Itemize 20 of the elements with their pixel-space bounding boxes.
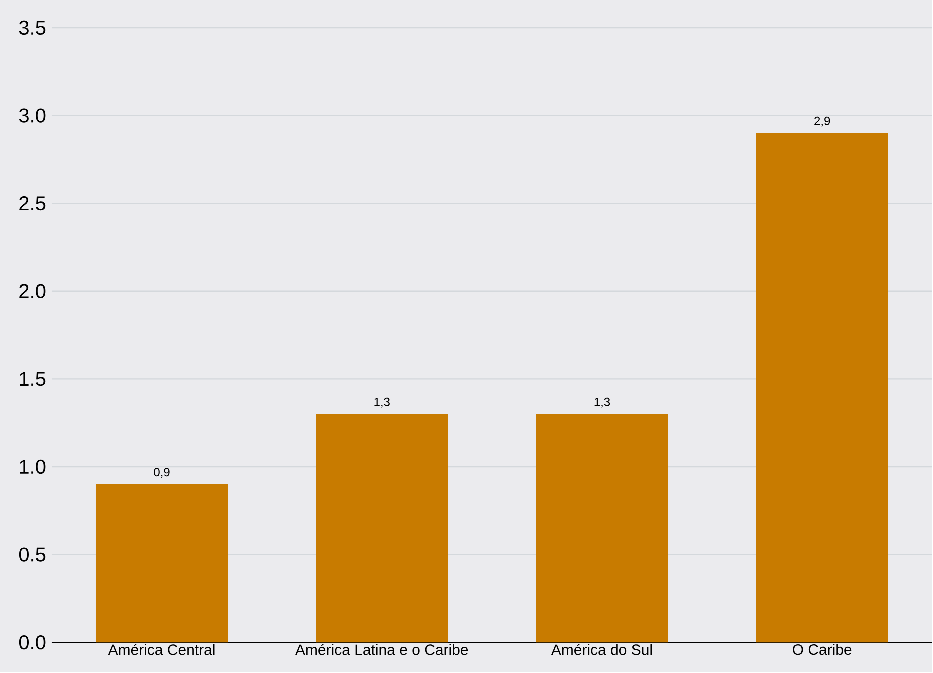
bar — [96, 484, 228, 643]
y-tick-label: 3.5 — [19, 21, 46, 36]
data-label: 2,9 — [814, 117, 830, 128]
y-tick-label: 3.0 — [19, 108, 46, 124]
y-tick-label: 1.5 — [20, 372, 46, 386]
bar — [536, 414, 668, 643]
y-tick-label: 0.0 — [19, 636, 46, 650]
data-label: 1,3 — [594, 398, 610, 408]
x-tick-label: América do Sul — [551, 644, 652, 656]
y-tick-label: 2.5 — [20, 196, 46, 211]
bar — [756, 134, 888, 643]
y-tick-label: 2.0 — [20, 284, 46, 299]
data-label: 1,3 — [374, 398, 390, 408]
y-tick-label: 1.0 — [20, 460, 46, 474]
x-tick-label: América Central — [108, 644, 215, 656]
bar — [316, 414, 448, 643]
y-tick-label: 0.5 — [19, 548, 46, 562]
x-tick-label: América Latina e o Caribe — [296, 644, 468, 656]
data-label: 0,9 — [154, 468, 170, 478]
x-tick-label: O Caribe — [793, 644, 852, 656]
